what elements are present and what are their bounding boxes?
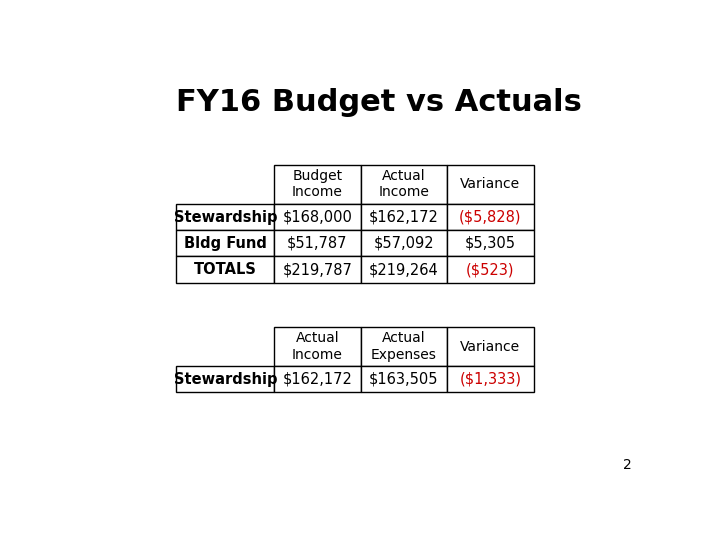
Bar — [361, 204, 447, 230]
Text: $163,505: $163,505 — [369, 372, 438, 387]
Bar — [274, 230, 361, 256]
Bar — [361, 327, 447, 366]
Text: $162,172: $162,172 — [282, 372, 352, 387]
Text: $219,264: $219,264 — [369, 262, 438, 277]
Bar — [274, 366, 361, 393]
Text: Actual
Income: Actual Income — [292, 332, 343, 362]
Bar — [361, 165, 447, 204]
Bar — [447, 165, 534, 204]
Bar — [361, 256, 447, 282]
Text: $51,787: $51,787 — [287, 236, 348, 251]
Text: TOTALS: TOTALS — [194, 262, 257, 277]
Bar — [447, 204, 534, 230]
Bar — [447, 366, 534, 393]
Text: $5,305: $5,305 — [465, 236, 516, 251]
Text: Bldg Fund: Bldg Fund — [184, 236, 266, 251]
Text: 2: 2 — [623, 458, 631, 472]
Text: Variance: Variance — [460, 177, 521, 191]
Bar — [274, 204, 361, 230]
Text: Actual
Income: Actual Income — [379, 169, 429, 199]
Text: Variance: Variance — [460, 340, 521, 354]
Text: $168,000: $168,000 — [282, 210, 352, 225]
Text: Budget
Income: Budget Income — [292, 169, 343, 199]
Bar — [447, 230, 534, 256]
Bar — [176, 366, 274, 393]
Text: $219,787: $219,787 — [282, 262, 352, 277]
Bar — [447, 327, 534, 366]
Text: Actual
Expenses: Actual Expenses — [371, 332, 437, 362]
Text: $57,092: $57,092 — [374, 236, 434, 251]
Text: Stewardship: Stewardship — [174, 372, 277, 387]
Bar — [361, 366, 447, 393]
Bar — [176, 230, 274, 256]
Bar — [274, 256, 361, 282]
Bar — [176, 204, 274, 230]
Text: ($523): ($523) — [466, 262, 515, 277]
Bar — [274, 165, 361, 204]
Bar — [447, 256, 534, 282]
Bar — [274, 327, 361, 366]
Text: ($5,828): ($5,828) — [459, 210, 521, 225]
Bar — [176, 256, 274, 282]
Bar — [361, 230, 447, 256]
Text: FY16 Budget vs Actuals: FY16 Budget vs Actuals — [176, 87, 582, 117]
Text: Stewardship: Stewardship — [174, 210, 277, 225]
Text: ($1,333): ($1,333) — [459, 372, 521, 387]
Text: $162,172: $162,172 — [369, 210, 438, 225]
